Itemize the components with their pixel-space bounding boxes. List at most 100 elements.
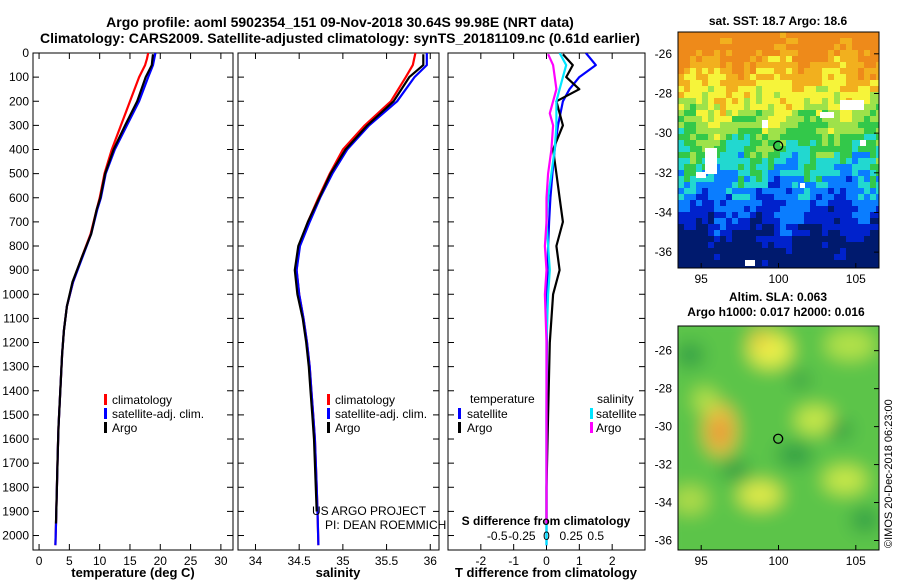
depth-tick-label: 1100 <box>3 311 29 325</box>
sst-cell <box>774 80 781 87</box>
sst-cell <box>780 230 787 237</box>
sst-cell <box>876 266 879 268</box>
sst-cell <box>696 266 703 268</box>
sst-cell <box>762 182 769 189</box>
sst-cell <box>876 200 879 207</box>
sst-cell <box>822 80 829 87</box>
sst-cell <box>786 50 793 57</box>
sst-cell <box>876 116 879 123</box>
sst-cell <box>696 176 703 183</box>
sst-cell <box>870 38 877 45</box>
sst-cell <box>816 224 823 231</box>
sst-cell <box>762 188 769 195</box>
sst-cell <box>786 176 793 183</box>
sst-cell <box>852 116 859 123</box>
sst-cell <box>744 116 751 123</box>
sst-cell <box>774 224 781 231</box>
sst-cell <box>678 182 685 189</box>
sst-cell <box>834 158 841 165</box>
sst-cell <box>870 50 877 57</box>
sst-cell <box>768 266 775 268</box>
sst-cell <box>744 176 751 183</box>
x-tick-label: 34 <box>249 554 263 568</box>
sst-cell <box>804 32 811 39</box>
sst-cell <box>810 218 817 225</box>
sst-cell <box>720 158 727 165</box>
sst-cell <box>828 248 835 255</box>
sst-cell <box>864 200 871 207</box>
sst-cell <box>852 92 859 99</box>
sst-cell <box>726 92 733 99</box>
sst-cell <box>726 38 733 45</box>
sst-cell <box>792 182 799 189</box>
sst-cell <box>744 104 751 111</box>
sst-cell <box>756 218 763 225</box>
sst-cell <box>864 224 871 231</box>
sst-cell <box>690 110 697 117</box>
sst-cell <box>780 134 787 141</box>
sst-cell <box>732 194 739 201</box>
sst-cell <box>798 50 805 57</box>
sst-cell <box>822 176 829 183</box>
sst-cell <box>726 68 733 75</box>
sst-cell <box>726 110 733 117</box>
sst-cell <box>738 152 745 159</box>
sst-cell <box>846 254 853 261</box>
sst-cell <box>720 98 727 105</box>
sst-cell <box>864 68 871 75</box>
sst-cell <box>804 152 811 159</box>
sst-cell <box>708 194 715 201</box>
sst-cell <box>678 194 685 201</box>
sst-cell <box>828 44 835 51</box>
sst-cell <box>696 260 703 267</box>
sst-map-ticks: 95 100 105 -26 -28 -30 -32 -34 -36 <box>655 47 879 286</box>
sst-cell <box>780 128 787 135</box>
sst-cell <box>786 56 793 63</box>
sst-cell <box>684 92 691 99</box>
sst-cell <box>828 122 835 129</box>
sst-cell <box>846 182 853 189</box>
sst-cell <box>810 38 817 45</box>
sst-cell <box>870 206 877 213</box>
sst-cell <box>870 164 877 171</box>
sst-cell <box>762 236 769 243</box>
sst-cell <box>756 68 763 75</box>
sst-cell <box>738 116 745 123</box>
sst-cell <box>840 128 847 135</box>
sst-cell <box>726 86 733 93</box>
sst-cell <box>780 56 787 63</box>
sst-cell <box>804 170 811 177</box>
sst-cell <box>816 218 823 225</box>
sst-cell <box>762 260 769 267</box>
sst-cell <box>684 242 691 249</box>
sst-cell <box>756 140 763 147</box>
sst-cell <box>726 170 733 177</box>
sst-cell <box>684 152 691 159</box>
sst-cell <box>756 50 763 57</box>
sst-cell <box>738 140 745 147</box>
sst-cell <box>852 206 859 213</box>
sst-cell <box>804 110 811 117</box>
sst-cell <box>864 80 871 87</box>
sst-cell <box>864 230 871 237</box>
sst-cell <box>858 254 865 261</box>
sst-cell <box>810 86 817 93</box>
sst-cell <box>744 134 751 141</box>
sst-cell <box>852 218 859 225</box>
depth-tick-label: 2000 <box>2 529 29 543</box>
sst-cell <box>696 86 703 93</box>
sst-cell <box>858 38 865 45</box>
sst-cell <box>828 98 835 105</box>
sst-cell <box>768 212 775 219</box>
sst-cell <box>708 122 715 129</box>
sst-cell <box>738 266 745 268</box>
sst-cell <box>870 146 877 153</box>
sst-cell <box>756 188 763 195</box>
sst-cell <box>792 110 799 117</box>
temperature-x-ticks: 0 5 10 15 20 25 30 <box>36 53 228 568</box>
sst-cell <box>840 182 847 189</box>
sst-cell <box>774 266 781 268</box>
depth-tick-label: 400 <box>9 143 29 157</box>
sst-cell <box>714 266 721 268</box>
